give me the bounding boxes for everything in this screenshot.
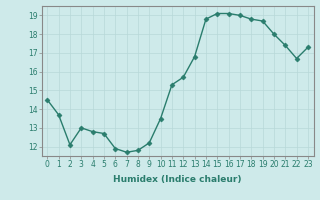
X-axis label: Humidex (Indice chaleur): Humidex (Indice chaleur) (113, 175, 242, 184)
